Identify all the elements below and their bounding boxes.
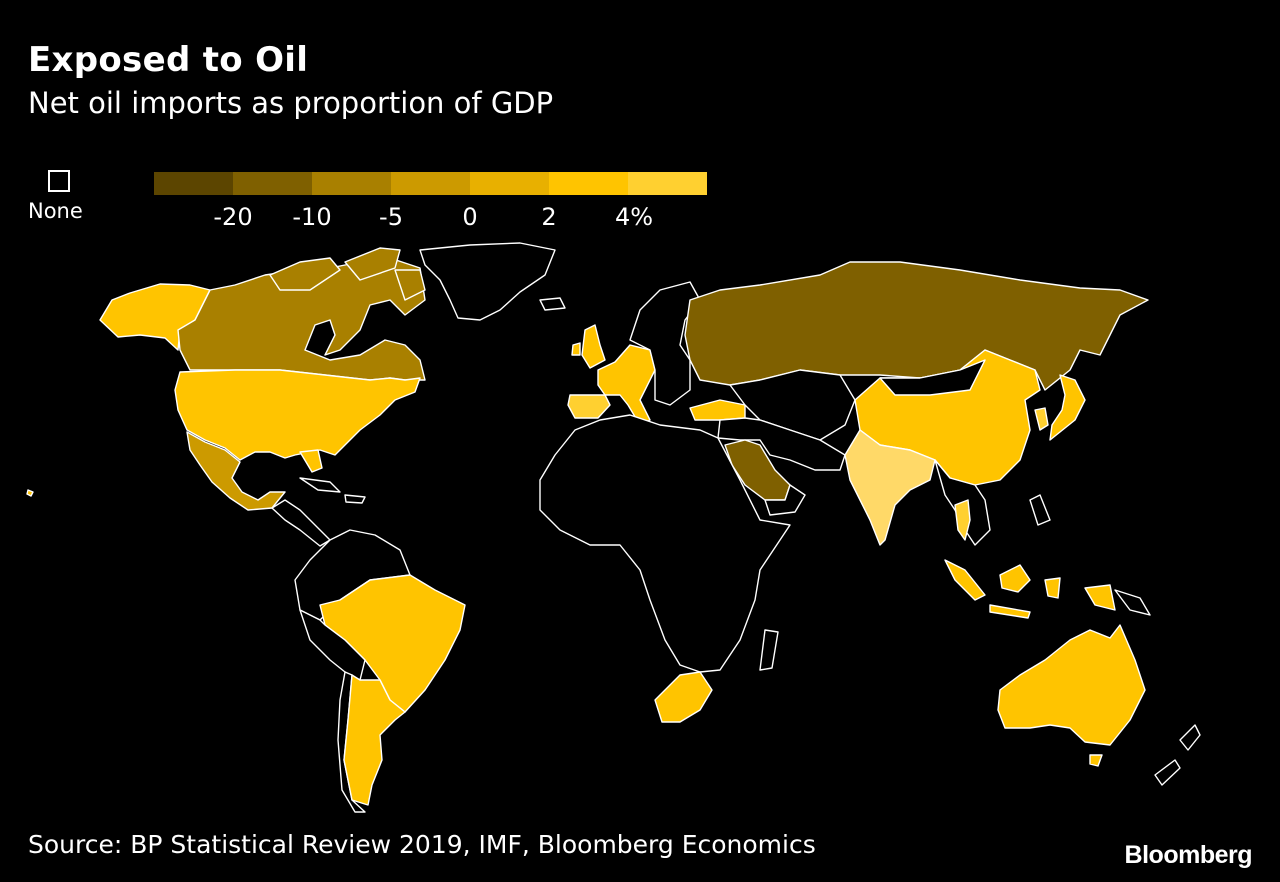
- scale-swatch: [391, 172, 470, 195]
- region-spain: [567, 394, 611, 419]
- region-south-africa: [654, 671, 713, 723]
- chart-subtitle: Net oil imports as proportion of GDP: [28, 86, 554, 120]
- scale-swatch: [549, 172, 628, 195]
- region-yemen-oman: [764, 484, 806, 516]
- color-scale: [154, 172, 707, 195]
- scale-tick: -5: [379, 203, 403, 231]
- source-note: Source: BP Statistical Review 2019, IMF,…: [28, 830, 816, 859]
- region-western-europe: [597, 344, 656, 426]
- region-northern-europe: [629, 281, 701, 406]
- region-korea: [1034, 407, 1049, 431]
- chart-title: Exposed to Oil: [28, 40, 309, 80]
- region-iceland: [539, 297, 566, 311]
- region-caribbean: [299, 477, 366, 504]
- legend-none-swatch: [48, 170, 70, 192]
- scale-swatch: [470, 172, 549, 195]
- region-india: [844, 429, 936, 546]
- region-japan: [1049, 374, 1086, 441]
- scale-tick: 2: [541, 203, 557, 231]
- region-madagascar: [759, 629, 779, 671]
- scale-tick: -10: [292, 203, 332, 231]
- region-turkey: [689, 399, 746, 421]
- region-africa: [539, 414, 791, 673]
- region-peru-bolivia: [299, 609, 366, 681]
- region-new-zealand: [1154, 724, 1201, 786]
- scale-tick: -20: [213, 203, 253, 231]
- region-central-asia: [729, 369, 856, 441]
- region-tasmania: [1089, 754, 1103, 767]
- region-russia: [684, 261, 1149, 391]
- region-greenland: [419, 242, 556, 321]
- region-usa-florida: [299, 449, 323, 473]
- scale-tick: 4%: [614, 203, 654, 231]
- region-thailand: [954, 499, 971, 541]
- scale-swatch: [628, 172, 707, 195]
- region-pacific-islands: [1029, 494, 1151, 616]
- region-indonesia: [944, 559, 1116, 619]
- region-central-america: [271, 499, 331, 547]
- bloomberg-logo: Bloomberg: [1124, 841, 1253, 869]
- region-usa: [174, 369, 421, 461]
- region-canada-islands: [269, 247, 426, 301]
- region-mongolia: [879, 359, 986, 396]
- scale-swatch: [312, 172, 391, 195]
- region-uk: [571, 324, 606, 369]
- region-australia: [997, 624, 1146, 746]
- region-mexico: [186, 431, 286, 511]
- region-hawaii: [26, 489, 34, 497]
- region-argentina: [343, 674, 406, 806]
- scale-tick: 0: [462, 203, 478, 231]
- scale-swatch: [154, 172, 233, 195]
- scale-swatch: [233, 172, 312, 195]
- legend-none-label: None: [28, 199, 83, 223]
